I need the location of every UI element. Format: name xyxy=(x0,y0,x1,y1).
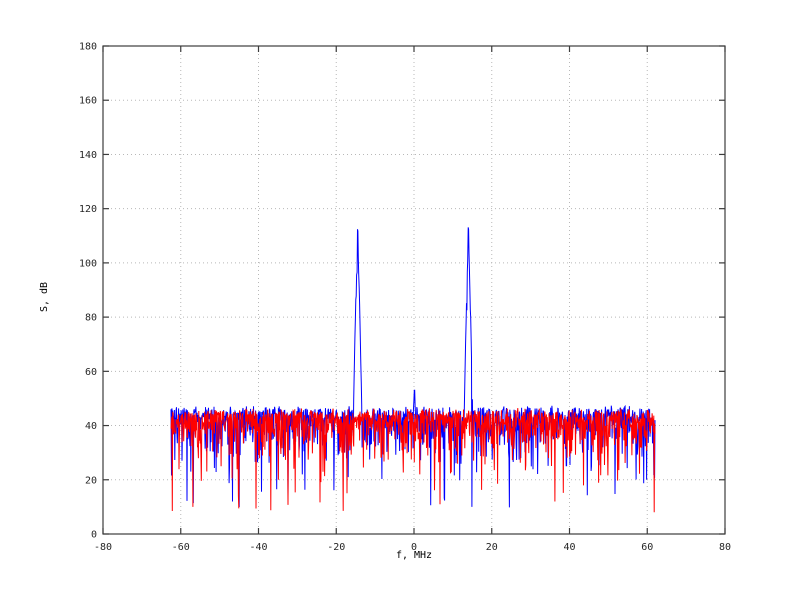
tick-label-layer: -80 -60 -40 -20 0 20 40 60 80 0 20 40 60 80 100 120 140 1… xyxy=(79,42,731,554)
x-tick-label: 60 xyxy=(641,542,653,553)
x-tick-label: 0 xyxy=(411,542,417,553)
y-tick-label: 0 xyxy=(91,530,97,541)
y-tick-label: 80 xyxy=(85,313,97,324)
x-tick-label: -80 xyxy=(94,542,112,553)
y-axis-label: S, dB xyxy=(39,282,50,312)
y-tick-label: 60 xyxy=(85,367,97,378)
x-tick-label: 40 xyxy=(563,542,575,553)
y-tick-label: 120 xyxy=(79,204,97,215)
series-layer xyxy=(170,227,656,513)
noise-spectrum-red-trace xyxy=(170,408,656,513)
y-tick-label: 180 xyxy=(79,42,97,53)
x-axis-label: f, MHz xyxy=(396,550,432,561)
x-tick-label: 80 xyxy=(719,542,731,553)
y-tick-label: 140 xyxy=(79,150,97,161)
x-tick-label: -60 xyxy=(172,542,190,553)
axis-layer xyxy=(102,45,726,535)
grid-layer xyxy=(103,46,725,534)
signal-spectrum-blue-trace xyxy=(170,227,656,508)
x-tick-label: -40 xyxy=(249,542,267,553)
x-tick-label: 20 xyxy=(486,542,498,553)
x-tick-label: -20 xyxy=(327,542,345,553)
y-tick-label: 20 xyxy=(85,475,97,486)
y-tick-label: 100 xyxy=(79,258,97,269)
y-tick-label: 40 xyxy=(85,421,97,432)
y-tick-label: 160 xyxy=(79,96,97,107)
